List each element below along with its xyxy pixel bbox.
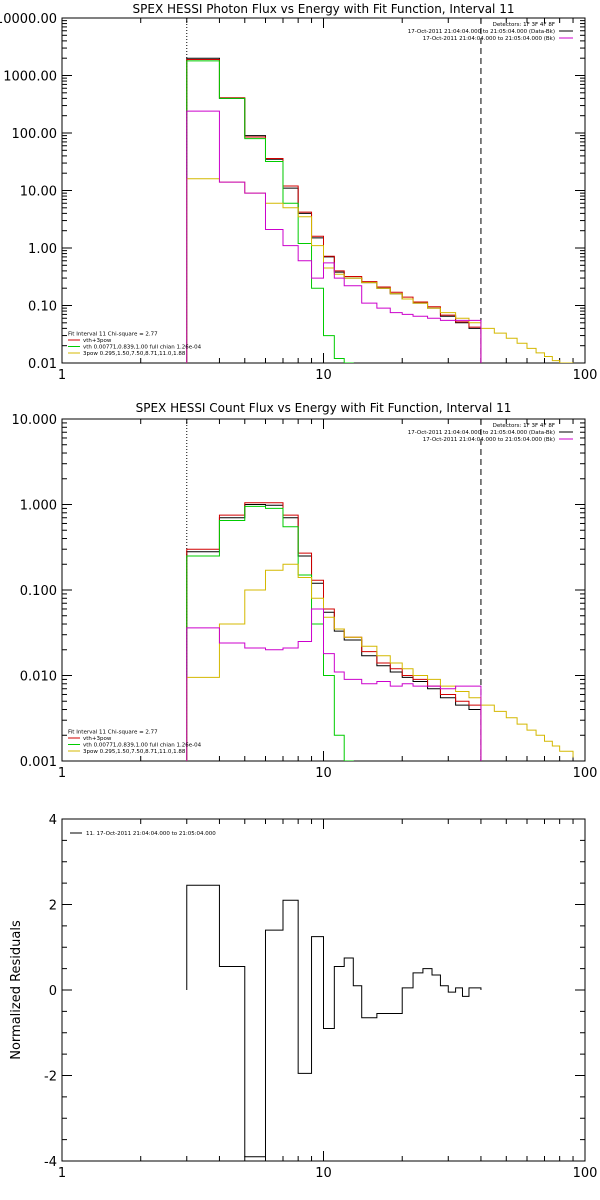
x-tick-label: 10 [315, 1166, 332, 1181]
x-tick-label: 1 [58, 1166, 66, 1181]
legend-entry-text: 3pow 0.295,1.50,7.50,8.71,11.0,1.88 [83, 351, 186, 357]
series-line [186, 178, 574, 363]
series-line [186, 58, 482, 363]
legend-entry-text: vth+3pow [83, 736, 112, 742]
y-tick-label: 0.01 [28, 357, 57, 372]
legend-entry-text: vth 0.00771,0.839,1.00 full chian 1.26e-… [83, 345, 202, 351]
y-tick-label: 0 [49, 984, 57, 999]
series-group [186, 502, 574, 761]
y-tick-label: 1.00 [28, 242, 57, 257]
legend-entry-text: Fit Interval 11 Chi-square = 2.77 [68, 730, 158, 736]
chart-title: SPEX HESSI Count Flux vs Energy with Fit… [136, 401, 512, 415]
series-line [186, 60, 354, 363]
x-tick-label: 10 [315, 368, 332, 383]
series-line [186, 57, 482, 363]
series-group [186, 57, 574, 363]
y-tick-label: 1000.00 [3, 70, 57, 85]
y-tick-label: -2 [44, 1070, 57, 1085]
series-line [186, 884, 482, 1158]
series-line [186, 110, 482, 363]
y-tick-label: 10000.00 [0, 12, 57, 27]
legend-entry-text: Fit Interval 11 Chi-square = 2.77 [68, 332, 158, 338]
y-tick-label: 1.000 [20, 499, 57, 514]
legend-entry-text: vth 0.00771,0.839,1.00 full chian 1.26e-… [83, 743, 202, 749]
y-tick-label: 0.010 [20, 670, 57, 685]
legend-entry-text: 11. 17-Oct-2011 21:04:04.000 to 21:05:04… [86, 831, 216, 837]
legend-entry-text: Detectors: 1F 3F 4F 8F [493, 423, 555, 429]
legend-entry-text: 3pow 0.295,1.50,7.50,8.71,11.0,1.88 [83, 749, 186, 755]
y-tick-label: 0.001 [20, 755, 57, 770]
x-tick-label: 100 [573, 766, 598, 781]
legend-entry-text: Detectors: 1F 3F 4F 8F [493, 22, 555, 28]
y-tick-label: 0.100 [20, 584, 57, 599]
legend-entry-text: 17-Oct-2011 21:04:04.000 to 21:05:04.000… [423, 36, 555, 42]
x-tick-label: 10 [315, 766, 332, 781]
y-tick-label: 2 [49, 899, 57, 914]
x-tick-label: 1 [58, 766, 66, 781]
x-tick-label: 1 [58, 368, 66, 383]
y-tick-label: 10.000 [12, 413, 58, 428]
y-tick-label: 4 [49, 813, 57, 828]
y-tick-label: -4 [44, 1155, 57, 1170]
series-line [186, 563, 574, 761]
series-line [186, 505, 354, 761]
legend-entry-text: 17-Oct-2011 21:04:04.000 to 21:05:04.000… [408, 29, 555, 35]
residuals-panel: 1 10 100 -4 -2 0 2 4 Normalized Residuals 11. 17-… [9, 813, 597, 1181]
y-axis-label: Normalized Residuals [9, 920, 24, 1060]
count-flux-panel: SPEX HESSI Count Flux vs Energy with Fit… [12, 401, 598, 781]
x-tick-label: 100 [573, 1166, 598, 1181]
y-tick-label: 100.00 [12, 127, 58, 142]
legend-entry-text: 17-Oct-2011 21:04:04.000 to 21:05:04.000… [408, 430, 555, 436]
x-tick-label: 100 [573, 368, 598, 383]
chart-title: SPEX HESSI Photon Flux vs Energy with Fi… [133, 2, 515, 16]
y-tick-label: 0.10 [28, 300, 57, 315]
legend-entry-text: vth+3pow [83, 338, 112, 344]
y-tick-label: 10.00 [20, 185, 57, 200]
series-line [186, 608, 482, 761]
series-group [186, 884, 482, 1158]
legend-entry-text: 17-Oct-2011 21:04:04.000 to 21:05:04.000… [423, 437, 555, 443]
photon-flux-panel: SPEX HESSI Photon Flux vs Energy with Fi… [0, 2, 597, 383]
